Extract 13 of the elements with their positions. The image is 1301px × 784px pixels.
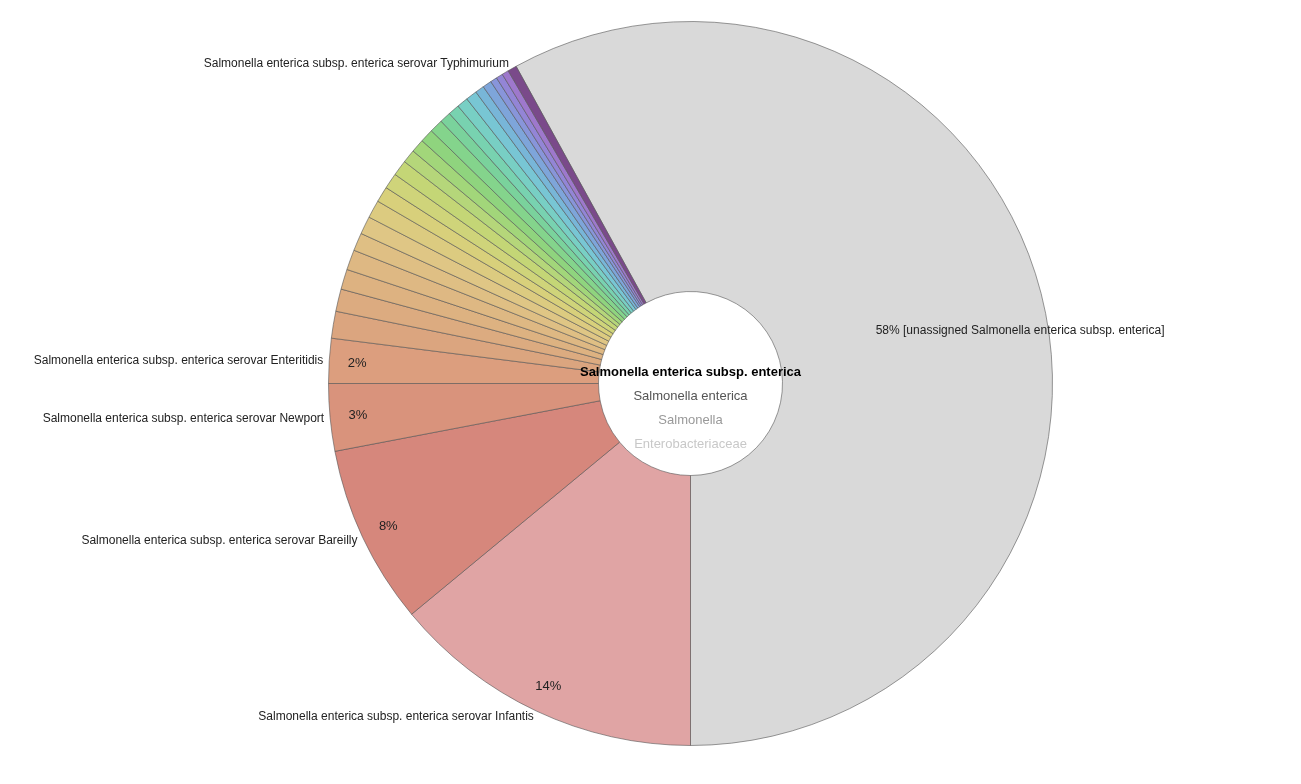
data-label: 2%	[347, 355, 367, 371]
slice-label: 58% [unassigned Salmonella enterica subsp. enterica]	[875, 322, 1165, 337]
slice-label: Salmonella enterica subsp. enterica serovar Enteritidis	[33, 353, 324, 368]
data-label: 14%	[535, 678, 562, 694]
data-label: 8%	[378, 518, 399, 534]
slice-label: Salmonella enterica subsp. enterica serovar Infantis	[258, 709, 534, 724]
text: Salmonella enterica	[633, 388, 749, 403]
text: Salmonella	[658, 412, 724, 427]
slice-label: Salmonella enterica subsp. enterica serovar Newport	[42, 411, 325, 426]
slice-label: Salmonella enterica subsp. enterica serovar Bareilly	[81, 533, 358, 548]
slice-label: Salmonella enterica subsp. enterica serovar Typhimurium	[203, 56, 509, 71]
data-label: 3%	[348, 407, 368, 423]
text: Salmonella enterica subsp. enterica	[579, 364, 802, 379]
